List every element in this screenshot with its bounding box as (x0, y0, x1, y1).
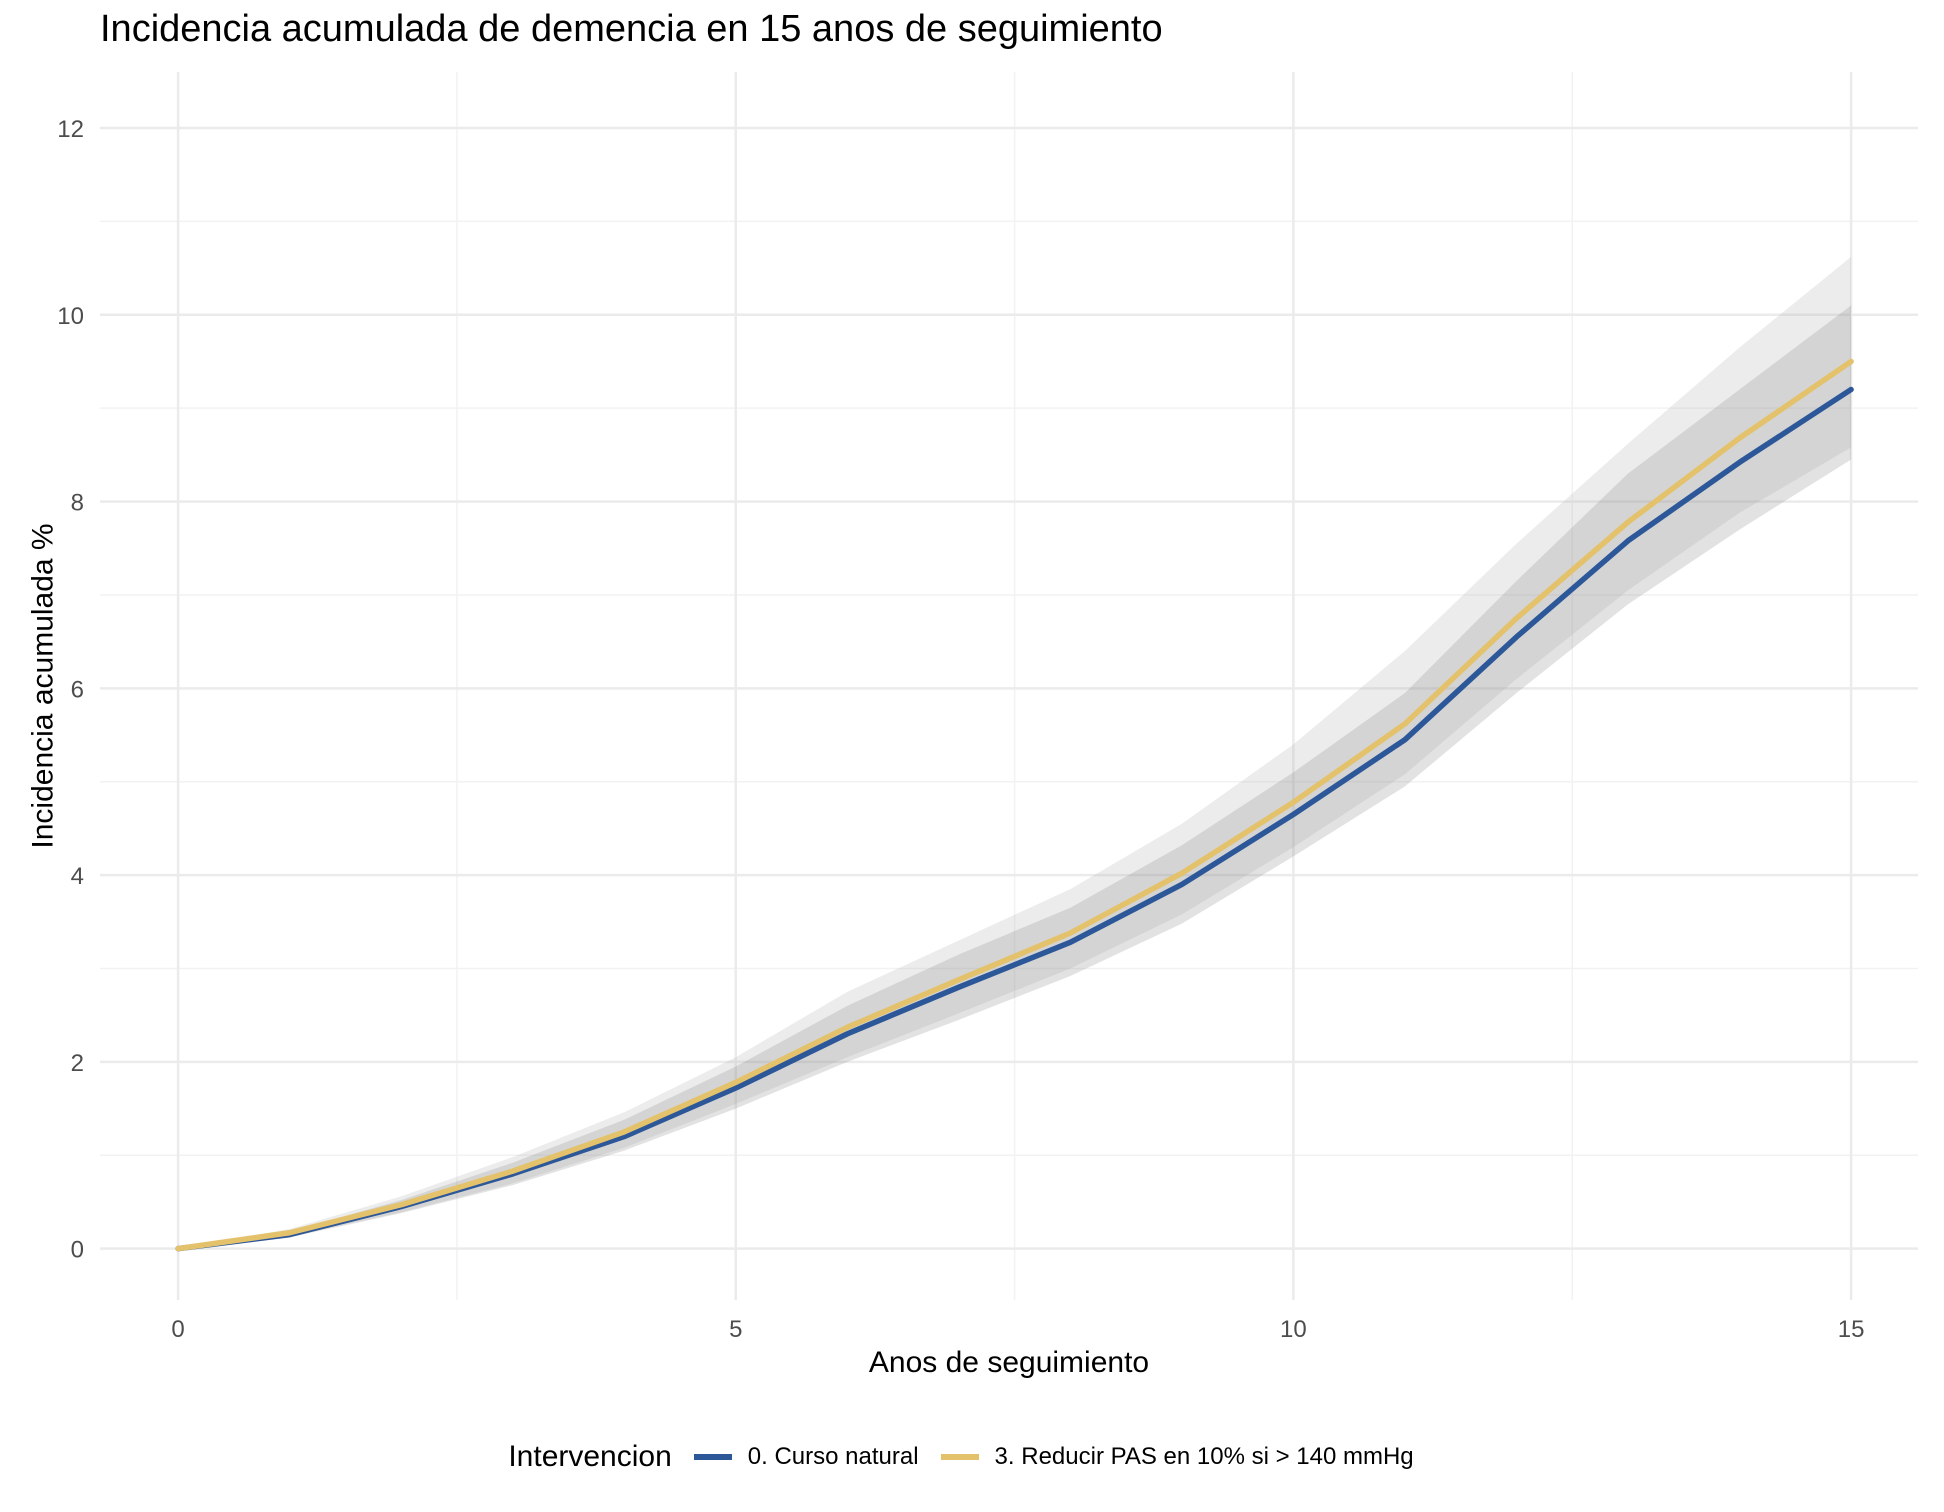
legend-label-reducir-pas: 3. Reducir PAS en 10% si > 140 mmHg (994, 1443, 1414, 1470)
plot-area: 0 5 10 15 0 2 4 6 8 10 12 Anos de seguimiento Inci… (27, 72, 1918, 1379)
x-tick-label: 5 (729, 1316, 742, 1343)
series-lines (175, 358, 1854, 1252)
legend-title: Intervencion (508, 1440, 672, 1473)
legend: Intervencion 0. Curso natural 3. Reducir… (0, 1440, 1944, 1474)
x-tick-label: 0 (171, 1316, 184, 1343)
x-tick-label: 15 (1838, 1316, 1865, 1343)
x-axis-title: Anos de seguimiento (869, 1346, 1149, 1379)
grid-lines (100, 72, 1918, 1300)
y-tick-label: 6 (71, 676, 84, 703)
y-tick-label: 8 (71, 490, 84, 517)
tick-labels: 0 5 10 15 0 2 4 6 8 10 12 (57, 116, 1864, 1343)
y-tick-label: 2 (71, 1050, 84, 1077)
y-tick-label: 0 (71, 1237, 84, 1264)
legend-key-reducir-pas (940, 1454, 979, 1460)
y-axis-title: Incidencia acumulada % (27, 523, 60, 848)
y-tick-label: 4 (71, 863, 84, 890)
y-tick-label: 10 (57, 303, 84, 330)
legend-item-curso-natural: 0. Curso natural (693, 1443, 919, 1471)
legend-key-curso-natural (693, 1454, 732, 1460)
legend-item-reducir-pas: 3. Reducir PAS en 10% si > 140 mmHg (940, 1443, 1414, 1471)
chart-title: Incidencia acumulada de demencia en 15 a… (100, 8, 1163, 50)
legend-label-curso-natural: 0. Curso natural (747, 1443, 919, 1470)
y-tick-label: 12 (57, 116, 84, 143)
series-line-1 (175, 358, 1854, 1252)
x-tick-label: 10 (1280, 1316, 1307, 1343)
